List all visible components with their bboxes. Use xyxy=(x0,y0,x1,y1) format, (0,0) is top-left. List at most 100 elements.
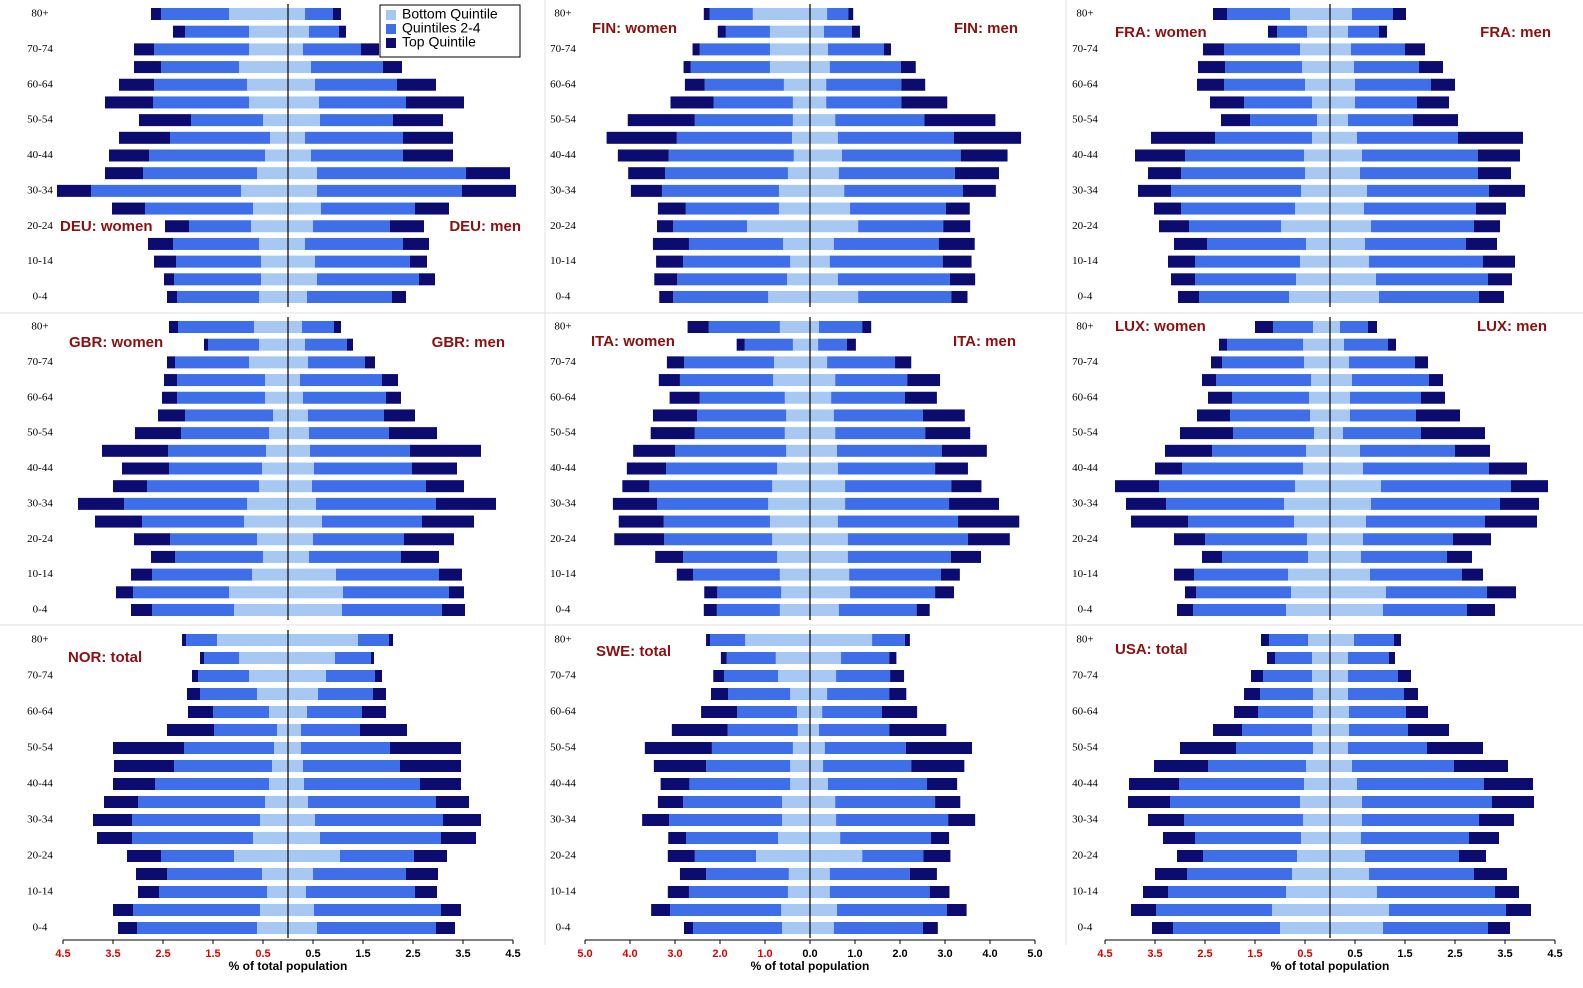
bar-segment xyxy=(658,374,680,387)
bar-segment xyxy=(300,374,382,387)
bar-segment xyxy=(829,868,910,880)
bar-segment xyxy=(113,904,133,916)
bar-segment xyxy=(1453,533,1491,546)
bar-segment xyxy=(967,533,1010,546)
bar-segment xyxy=(831,391,905,404)
bar-segment xyxy=(1458,131,1523,144)
bar-segment xyxy=(174,273,261,286)
x-tick-label: 1.5 xyxy=(1397,948,1412,960)
bar-segment xyxy=(675,444,787,457)
bar-segment xyxy=(1258,706,1313,718)
bar-segment xyxy=(288,850,340,862)
bar-segment xyxy=(178,321,254,333)
bar-segment xyxy=(1268,25,1277,38)
panel-title: SWE: total xyxy=(596,643,671,660)
bar-segment xyxy=(1148,814,1184,826)
age-label: 60-64 xyxy=(27,391,53,403)
bar-segment xyxy=(1197,409,1230,422)
bar-segment xyxy=(1330,462,1363,475)
bar-segment xyxy=(1277,25,1307,38)
bar-segment xyxy=(692,43,700,56)
bar-segment xyxy=(265,374,288,387)
bar-segment xyxy=(1330,796,1362,808)
bar-segment xyxy=(713,670,725,682)
bar-segment xyxy=(642,814,670,826)
bar-segment xyxy=(1383,922,1488,934)
age-label: 70-74 xyxy=(550,43,576,55)
bar-segment xyxy=(1203,43,1224,56)
bar-segment xyxy=(1406,706,1428,718)
panel-title-women: ITA: women xyxy=(591,333,675,350)
bar-segment xyxy=(307,291,392,303)
bar-segment xyxy=(360,724,407,736)
age-label: 50-54 xyxy=(550,742,576,754)
bar-segment xyxy=(1203,850,1297,862)
bar-segment xyxy=(213,706,269,718)
bar-segment xyxy=(234,850,288,862)
bar-segment xyxy=(1485,515,1537,528)
bar-segment xyxy=(249,670,288,682)
bar-segment xyxy=(656,255,684,268)
bar-segment xyxy=(1308,550,1330,563)
bar-segment xyxy=(617,149,669,162)
bar-segment xyxy=(1330,374,1352,387)
bar-segment xyxy=(259,338,288,351)
bar-segment xyxy=(1221,114,1250,127)
bar-segment xyxy=(786,409,810,422)
bar-segment xyxy=(309,550,401,563)
bar-segment xyxy=(119,131,170,144)
bar-segment xyxy=(657,202,686,215)
bar-segment xyxy=(365,356,375,369)
bar-segment xyxy=(1213,724,1242,736)
age-label: 10-14 xyxy=(27,886,53,898)
bar-segment xyxy=(322,515,422,528)
bar-segment xyxy=(890,670,905,682)
bar-segment xyxy=(833,237,939,250)
bar-segment xyxy=(1330,291,1379,303)
bar-segment xyxy=(1506,904,1531,916)
bar-segment xyxy=(1330,480,1381,493)
bar-segment xyxy=(612,497,657,510)
bar-segment xyxy=(301,742,390,754)
bar-segment xyxy=(251,220,288,233)
bar-segment xyxy=(1126,497,1166,510)
bar-segment xyxy=(950,550,981,563)
bar-segment xyxy=(181,427,269,440)
bar-segment xyxy=(810,796,836,808)
age-label: 10-14 xyxy=(27,568,53,580)
bar-segment xyxy=(403,149,453,162)
bar-segment xyxy=(1330,832,1361,844)
bar-segment xyxy=(288,778,304,790)
bar-segment xyxy=(288,634,358,646)
bar-segment xyxy=(1386,586,1487,599)
bar-segment xyxy=(1263,670,1312,682)
bar-segment xyxy=(655,550,684,563)
bar-segment xyxy=(1388,338,1396,351)
bar-segment xyxy=(787,273,810,286)
bar-segment xyxy=(1188,515,1294,528)
x-tick-label: 4.5 xyxy=(1547,948,1562,960)
bar-segment xyxy=(614,533,665,546)
bar-segment xyxy=(713,96,793,109)
bar-segment xyxy=(301,724,360,736)
age-label: 10-14 xyxy=(550,255,576,267)
bar-segment xyxy=(1295,480,1330,493)
bar-segment xyxy=(97,832,132,844)
bar-segment xyxy=(1419,61,1443,74)
bar-segment xyxy=(810,688,828,700)
bar-segment xyxy=(665,167,788,180)
bar-segment xyxy=(948,814,976,826)
age-label: 70-74 xyxy=(27,356,53,368)
bar-segment xyxy=(265,796,288,808)
bar-segment xyxy=(131,568,152,581)
bar-segment xyxy=(664,533,773,546)
bar-segment xyxy=(927,778,958,790)
bar-segment xyxy=(1489,462,1527,475)
age-label: 40-44 xyxy=(550,778,576,790)
x-tick-label: 3.5 xyxy=(455,948,470,960)
bar-segment xyxy=(119,78,154,91)
bar-segment xyxy=(288,604,342,616)
bar-segment xyxy=(208,338,259,351)
bar-segment xyxy=(127,850,161,862)
